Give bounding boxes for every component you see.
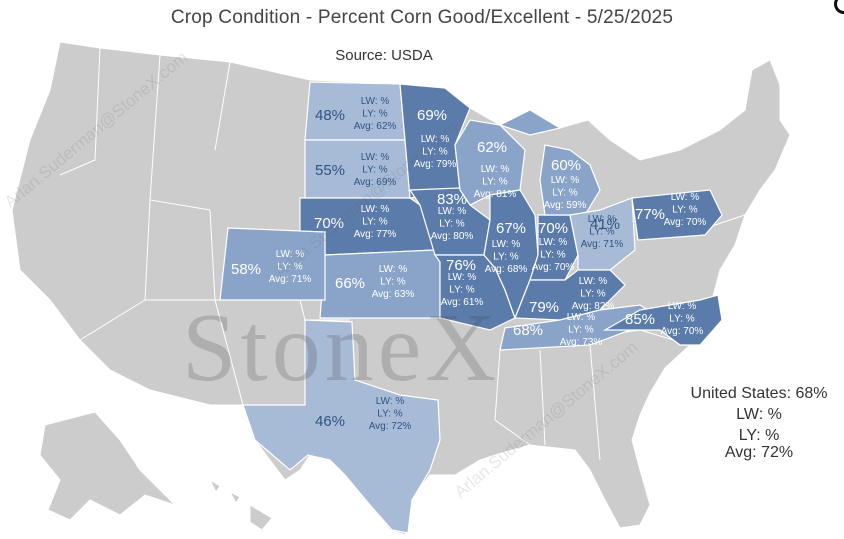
state-stat-avg-oh: Avg: 71% xyxy=(581,239,624,250)
state-pct-sd: 55% xyxy=(315,162,345,179)
state-stat-avg-mi: Avg: 59% xyxy=(544,200,587,211)
state-stat-avg-pa: Avg: 70% xyxy=(664,217,707,228)
state-pct-tx: 46% xyxy=(315,413,345,430)
state-stat-ly-co: LY: % xyxy=(277,262,302,273)
state-stat-lw-mo: LW: % xyxy=(448,272,477,283)
state-pct-tn: 68% xyxy=(513,322,543,339)
reporting-states xyxy=(219,81,723,534)
state-stat-avg-nd: Avg: 62% xyxy=(354,121,397,132)
state-stat-ly-oh: LY: % xyxy=(589,227,614,238)
state-shape-MI xyxy=(498,109,601,216)
state-stat-ly-tn: LY: % xyxy=(568,325,593,336)
state-pct-in: 70% xyxy=(538,220,568,237)
state-labels: 48%LW: %LY: %Avg: 62%55%LW: %LY: %Avg: 6… xyxy=(231,96,706,432)
national-summary: United States: 68% LW: % LY: % Avg: 72% xyxy=(676,385,842,461)
state-stat-lw-ky: LW: % xyxy=(579,276,608,287)
state-stat-lw-nc: LW: % xyxy=(668,301,697,312)
state-stat-ly-mn: LY: % xyxy=(422,147,447,158)
state-stat-lw-ne: LW: % xyxy=(361,204,390,215)
state-pct-ia: 83% xyxy=(437,191,467,208)
state-stat-avg-nc: Avg: 70% xyxy=(661,326,704,337)
state-stat-avg-tn: Avg: 73% xyxy=(560,337,603,348)
state-stat-lw-mn: LW: % xyxy=(421,134,450,145)
state-stat-lw-in: LW: % xyxy=(539,237,568,248)
state-stat-lw-oh: LW: % xyxy=(588,214,617,225)
state-shape-PA xyxy=(631,189,723,241)
national-lw: LW: % xyxy=(736,406,782,423)
state-stat-ly-nd: LY: % xyxy=(362,109,387,120)
state-stat-avg-ky: Avg: 82% xyxy=(572,301,615,312)
state-stat-avg-tx: Avg: 72% xyxy=(369,421,412,432)
alaska-land xyxy=(39,411,176,521)
state-stat-avg-ia: Avg: 80% xyxy=(431,231,474,242)
state-stat-lw-pa: LW: % xyxy=(671,192,700,203)
national-ly: LY: % xyxy=(738,427,780,444)
state-pct-wi: 62% xyxy=(477,139,507,156)
state-pct-ks: 66% xyxy=(335,275,365,292)
state-shape-TX xyxy=(242,319,441,534)
state-pct-nc: 85% xyxy=(625,311,655,328)
state-pct-nd: 48% xyxy=(315,107,345,124)
national-avg: Avg: 72% xyxy=(724,444,794,461)
state-stat-lw-ia: LW: % xyxy=(438,206,467,217)
map-title: Crop Condition - Percent Corn Good/Excel… xyxy=(170,7,674,28)
state-stat-lw-il: LW: % xyxy=(492,239,521,250)
state-pct-ky: 79% xyxy=(529,299,559,316)
state-stat-ly-il: LY: % xyxy=(493,252,518,263)
state-stat-ly-pa: LY: % xyxy=(672,205,697,216)
state-stat-lw-tn: LW: % xyxy=(567,312,596,323)
state-stat-lw-ks: LW: % xyxy=(379,264,408,275)
state-stat-lw-sd: LW: % xyxy=(361,152,390,163)
state-stat-ly-wi: LY: % xyxy=(482,177,507,188)
state-stat-avg-co: Avg: 71% xyxy=(269,274,312,285)
state-stat-ly-mi: LY: % xyxy=(552,188,577,199)
state-stat-avg-il: Avg: 68% xyxy=(485,264,528,275)
state-pct-oh: 41% xyxy=(590,216,620,233)
state-pct-mn: 69% xyxy=(417,107,447,124)
state-pct-pa: 77% xyxy=(635,206,665,223)
state-stat-ly-in: LY: % xyxy=(540,250,565,261)
state-stat-avg-mo: Avg: 61% xyxy=(441,297,484,308)
state-stat-ly-sd: LY: % xyxy=(362,165,387,176)
state-stat-lw-tx: LW: % xyxy=(376,396,405,407)
national-us-value: United States: 68% xyxy=(690,385,828,402)
state-stat-avg-ks: Avg: 63% xyxy=(372,289,415,300)
state-pct-co: 58% xyxy=(231,261,261,278)
state-pct-mo: 76% xyxy=(446,257,476,274)
state-stat-lw-co: LW: % xyxy=(276,249,305,260)
state-pct-ne: 70% xyxy=(314,215,344,232)
state-stat-ly-ia: LY: % xyxy=(439,219,464,230)
state-stat-avg-mn: Avg: 79% xyxy=(414,159,457,170)
state-stat-avg-sd: Avg: 69% xyxy=(354,177,397,188)
state-stat-avg-wi: Avg: 81% xyxy=(474,189,517,200)
hawaii-land xyxy=(208,478,273,531)
state-shape-NC xyxy=(602,294,723,346)
state-stat-ly-ks: LY: % xyxy=(380,277,405,288)
state-shape-OH xyxy=(569,197,636,271)
state-stat-ly-tx: LY: % xyxy=(377,409,402,420)
corner-icon xyxy=(834,0,844,14)
state-stat-lw-nd: LW: % xyxy=(361,96,390,107)
state-pct-mi: 60% xyxy=(551,157,581,174)
state-stat-ly-ne: LY: % xyxy=(362,217,387,228)
state-stat-lw-mi: LW: % xyxy=(551,175,580,186)
state-shape-CO xyxy=(219,227,326,301)
state-pct-il: 67% xyxy=(496,220,526,237)
state-stat-avg-in: Avg: 70% xyxy=(532,262,575,273)
state-stat-ly-nc: LY: % xyxy=(669,314,694,325)
state-stat-ly-ky: LY: % xyxy=(580,289,605,300)
state-stat-avg-ne: Avg: 77% xyxy=(354,229,397,240)
map-source: Source: USDA xyxy=(335,47,433,64)
state-stat-ly-mo: LY: % xyxy=(449,285,474,296)
state-stat-lw-wi: LW: % xyxy=(481,164,510,175)
